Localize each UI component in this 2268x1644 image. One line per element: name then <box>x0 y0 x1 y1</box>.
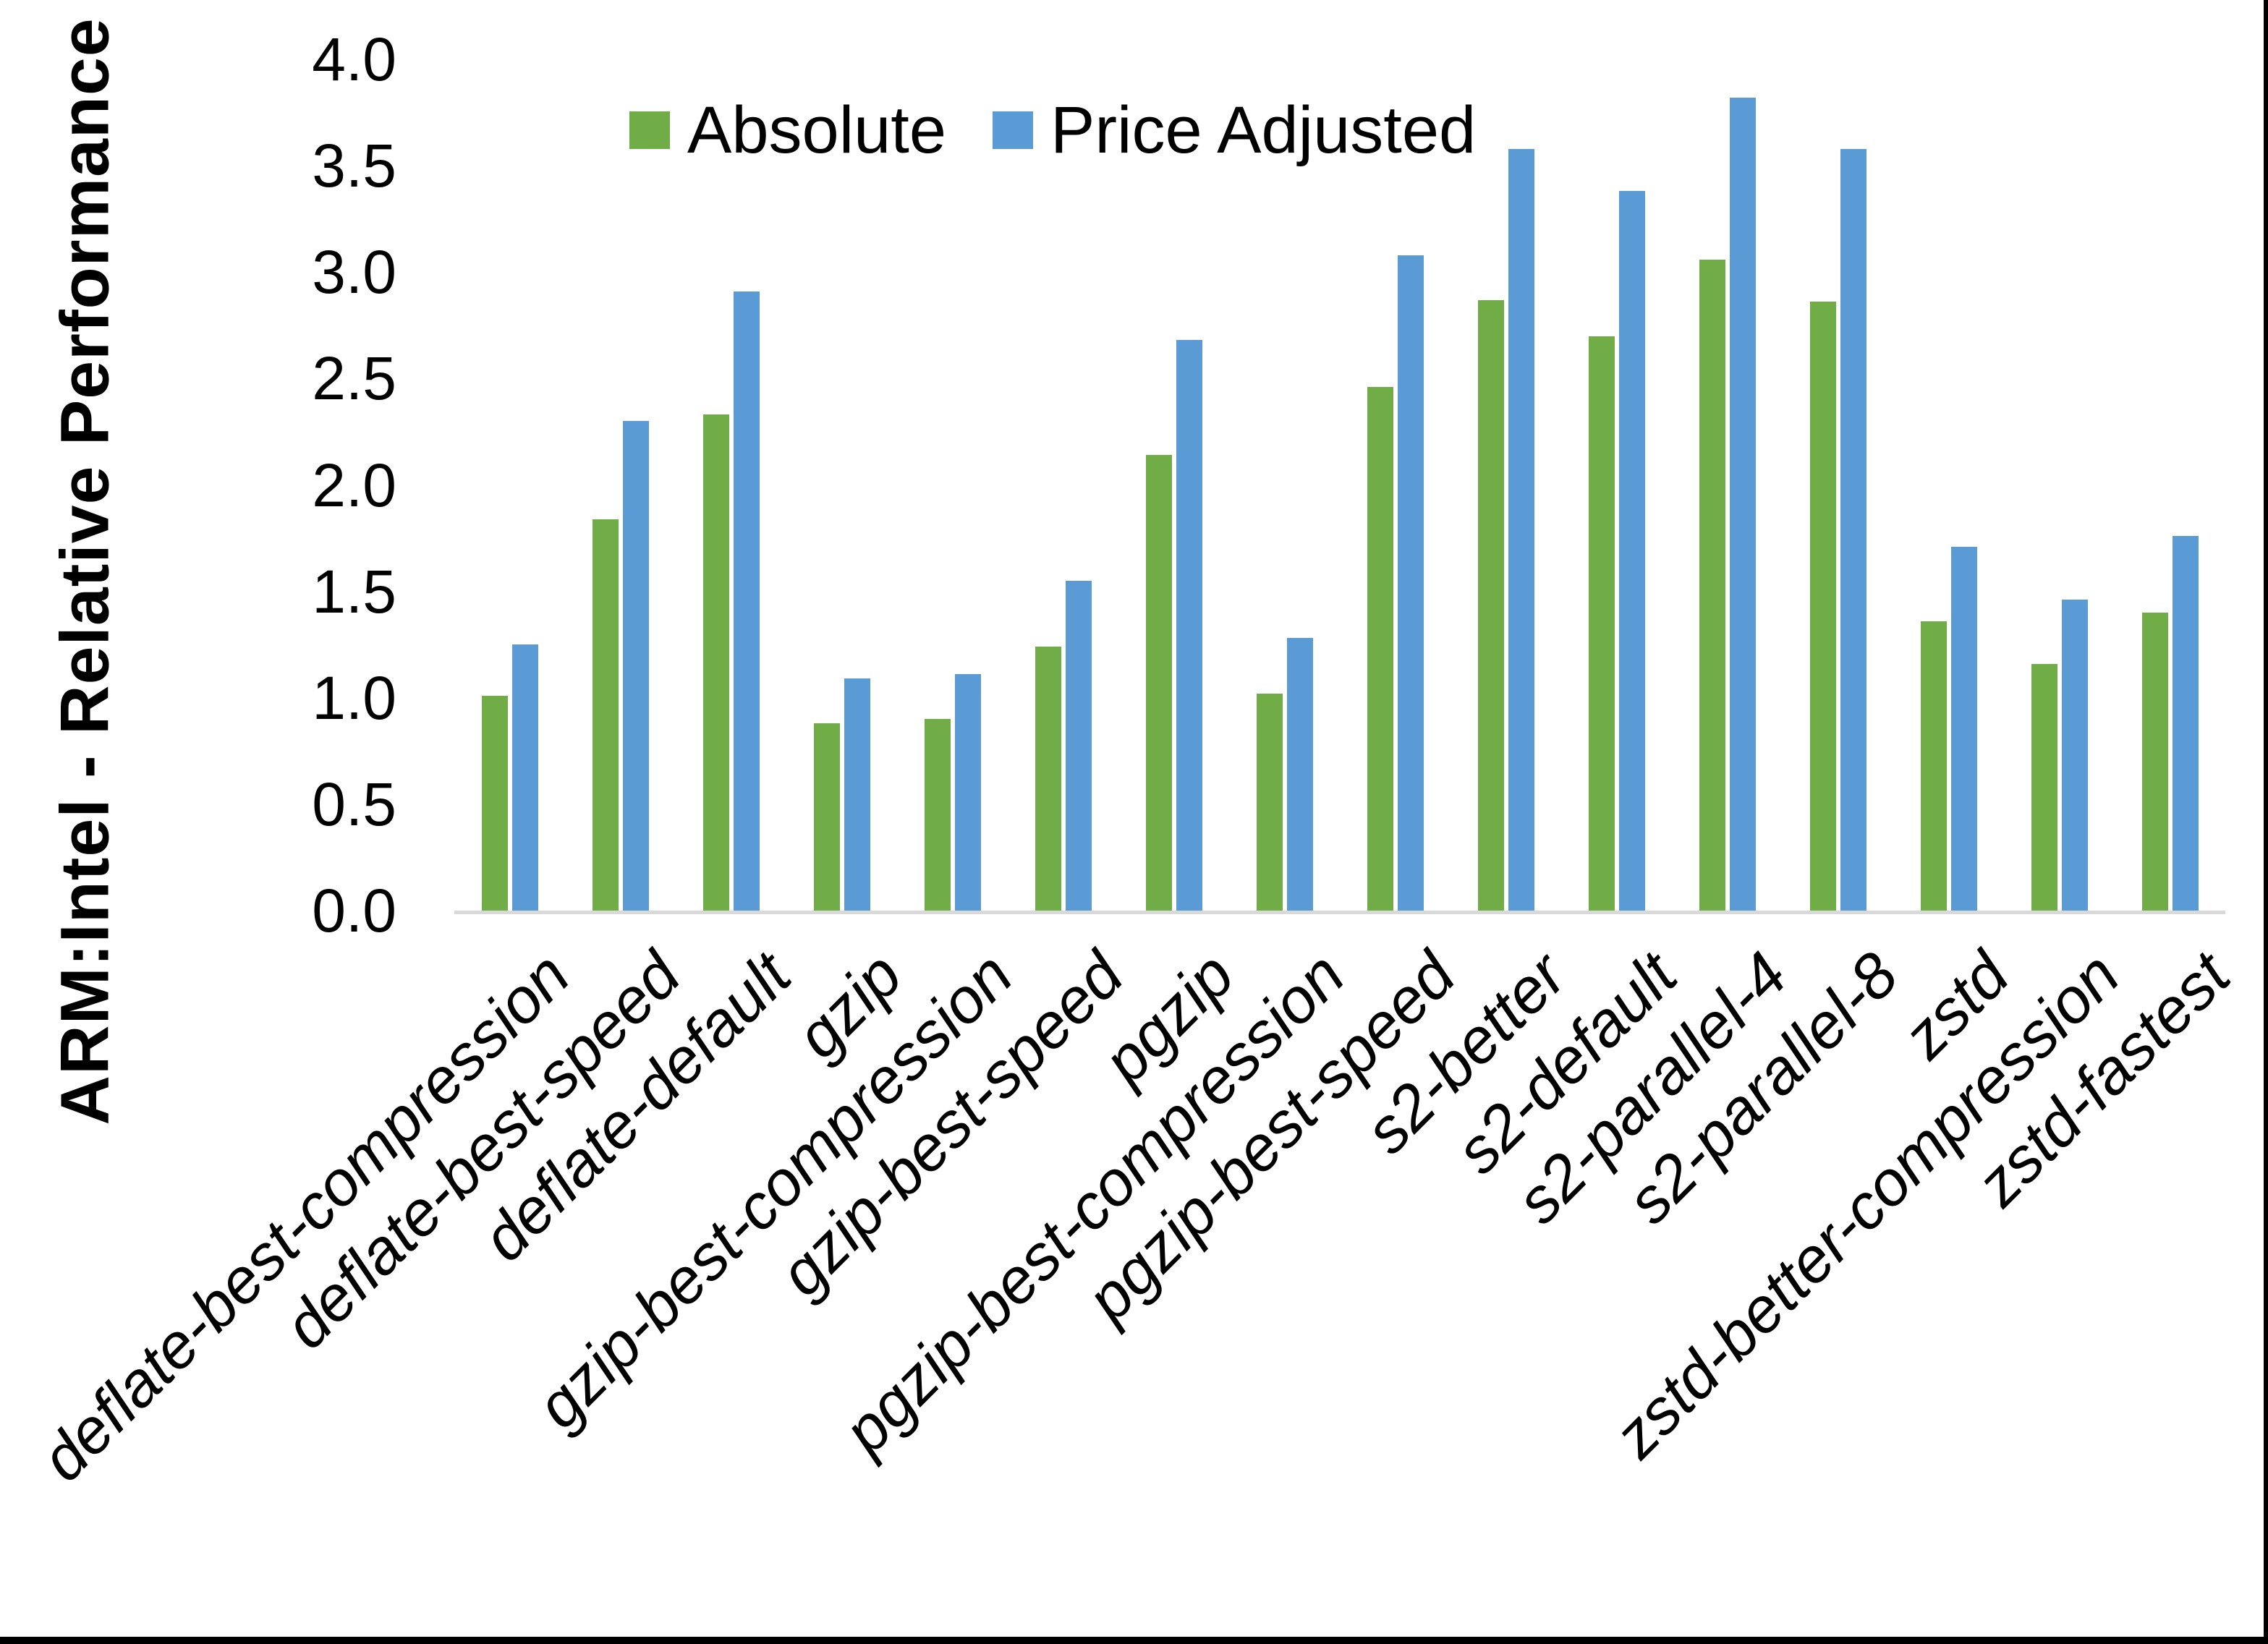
bar-price-adjusted-zstd <box>1951 546 1977 911</box>
y-tick-label-2.0: 2.0 <box>312 451 396 519</box>
y-tick-label-1.0: 1.0 <box>312 663 396 732</box>
bar-absolute-zstd <box>1921 621 1947 911</box>
bar-absolute-s2-better <box>1478 299 1504 911</box>
bar-price-adjusted-gzip-best-compression <box>955 674 981 911</box>
y-tick-label-0.0: 0.0 <box>312 877 396 945</box>
bar-price-adjusted-deflate-best-compression <box>512 644 538 911</box>
y-axis-ticks: 4.0 3.5 3.0 2.5 2.0 1.5 1.0 0.5 0.0 <box>0 29 396 941</box>
bar-absolute-deflate-default <box>703 414 729 911</box>
bar-price-adjusted-zstd-better-compression <box>2062 600 2088 911</box>
bar-absolute-gzip <box>814 723 840 911</box>
bar-price-adjusted-s2-better <box>1508 148 1534 911</box>
bar-price-adjusted-pgzip-best-speed <box>1398 255 1424 911</box>
y-tick-label-3.5: 3.5 <box>312 132 396 200</box>
bar-absolute-s2-parallel-4 <box>1699 259 1725 911</box>
y-tick-label-2.5: 2.5 <box>312 344 396 413</box>
bar-absolute-deflate-best-compression <box>482 695 508 911</box>
chart-legend: Absolute Price Adjusted <box>629 97 1476 163</box>
bar-price-adjusted-gzip <box>844 678 870 911</box>
bar-absolute-gzip-best-compression <box>925 719 951 911</box>
legend-label-price-adjusted: Price Adjusted <box>1050 93 1477 167</box>
y-tick-label-4.0: 4.0 <box>312 25 396 93</box>
frame-right-border <box>2264 0 2268 1644</box>
bar-absolute-pgzip-best-compression <box>1257 693 1283 911</box>
y-tick-label-3.0: 3.0 <box>312 238 396 307</box>
legend-swatch-absolute <box>629 111 670 149</box>
bar-price-adjusted-deflate-best-speed <box>623 421 649 911</box>
bar-price-adjusted-zstd-fastest <box>2173 536 2199 911</box>
bar-price-adjusted-gzip-best-speed <box>1066 580 1092 911</box>
bar-price-adjusted-s2-parallel-4 <box>1730 97 1756 911</box>
y-tick-label-1.5: 1.5 <box>312 557 396 626</box>
bar-price-adjusted-s2-parallel-8 <box>1840 148 1866 911</box>
bar-absolute-deflate-best-speed <box>593 519 619 911</box>
legend-swatch-price-adjusted <box>993 111 1034 149</box>
bar-absolute-s2-default <box>1589 336 1615 911</box>
bar-price-adjusted-pgzip-best-compression <box>1287 638 1313 911</box>
legend-entry-price-adjusted: Price Adjusted <box>993 97 1476 163</box>
legend-label-absolute: Absolute <box>687 93 947 167</box>
bar-price-adjusted-pgzip <box>1176 340 1202 911</box>
bar-absolute-zstd-better-compression <box>2031 663 2057 911</box>
bar-price-adjusted-deflate-default <box>734 291 760 911</box>
bar-absolute-pgzip <box>1146 455 1172 911</box>
bar-absolute-s2-parallel-8 <box>1810 302 1836 911</box>
bar-absolute-gzip-best-speed <box>1035 647 1061 911</box>
frame-bottom-border <box>0 1637 2268 1644</box>
plot-area <box>454 59 2225 914</box>
y-tick-label-0.5: 0.5 <box>312 770 396 838</box>
bar-price-adjusted-s2-default <box>1619 191 1645 911</box>
legend-entry-absolute: Absolute <box>629 97 946 163</box>
bar-absolute-zstd-fastest <box>2142 613 2168 911</box>
bar-absolute-pgzip-best-speed <box>1367 387 1393 911</box>
